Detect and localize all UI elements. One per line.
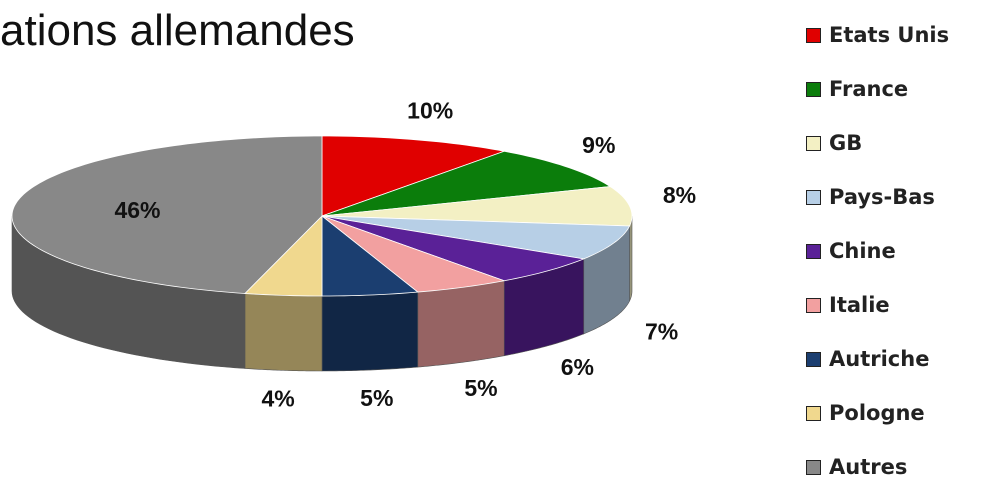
legend-item-autriche: Autriche (806, 332, 984, 386)
pie-slice-gb (321, 186, 633, 227)
legend-label-pays-bas: Pays-Bas (829, 185, 935, 209)
pie-chart: 10% 9% 8% 7% 6% 5% 5% 4% 46% (11, 98, 696, 412)
legend-item-autres: Autres (806, 440, 984, 494)
legend-item-italie: Italie (806, 278, 984, 332)
legend-item-gb: GB (806, 116, 984, 170)
legend-item-etats-unis: Etats Unis (806, 8, 984, 62)
pie-side-italie (417, 280, 505, 368)
legend-item-pologne: Pologne (806, 386, 984, 440)
legend-label-france: France (829, 77, 909, 101)
legend-label-etats-unis: Etats Unis (829, 23, 950, 47)
legend-swatch-autres (806, 459, 821, 475)
legend-label-pologne: Pologne (829, 401, 925, 425)
pct-label-etats-unis: 10% (407, 98, 453, 124)
legend-swatch-etats-unis (806, 27, 821, 43)
legend-swatch-france (806, 81, 821, 97)
pie-slice-autriche (321, 215, 419, 297)
legend-swatch-chine (806, 243, 821, 259)
legend-label-italie: Italie (829, 293, 890, 317)
pct-label-italie: 5% (464, 375, 497, 401)
pie-slice-etats-unis (321, 135, 506, 217)
legend: Etats Unis France GB Pays-Bas Chine Italie Aut… (806, 8, 984, 494)
pct-label-autriche: 5% (360, 385, 393, 411)
pct-label-pologne: 4% (261, 386, 294, 412)
pie-slice-france (321, 150, 612, 217)
legend-swatch-gb (806, 135, 821, 151)
pct-label-autres: 46% (114, 197, 160, 223)
pie-slice-autres (11, 135, 323, 294)
legend-label-autres: Autres (829, 455, 908, 479)
pie-slice-pologne (244, 215, 323, 297)
pie-side-autriche (321, 291, 419, 372)
pct-label-pays-bas: 7% (645, 319, 678, 345)
pie-slice-pays-bas (321, 215, 631, 260)
pie-slice-italie (321, 215, 506, 293)
legend-item-pays-bas: Pays-Bas (806, 170, 984, 224)
legend-label-autriche: Autriche (829, 347, 930, 371)
chart-title: ations allemandes (0, 6, 355, 55)
legend-label-chine: Chine (829, 239, 896, 263)
pct-label-gb: 8% (663, 182, 696, 208)
pct-label-france: 9% (582, 132, 615, 158)
legend-swatch-autriche (806, 351, 821, 367)
legend-swatch-italie (806, 297, 821, 313)
legend-item-france: France (806, 62, 984, 116)
legend-label-gb: GB (829, 131, 863, 155)
pie-slice-chine (321, 215, 586, 282)
pie-side-gb (629, 216, 633, 302)
pct-label-chine: 6% (561, 354, 594, 380)
legend-swatch-pays-bas (806, 189, 821, 205)
pie-side-pologne (244, 293, 323, 372)
legend-swatch-pologne (806, 405, 821, 421)
legend-item-chine: Chine (806, 224, 984, 278)
